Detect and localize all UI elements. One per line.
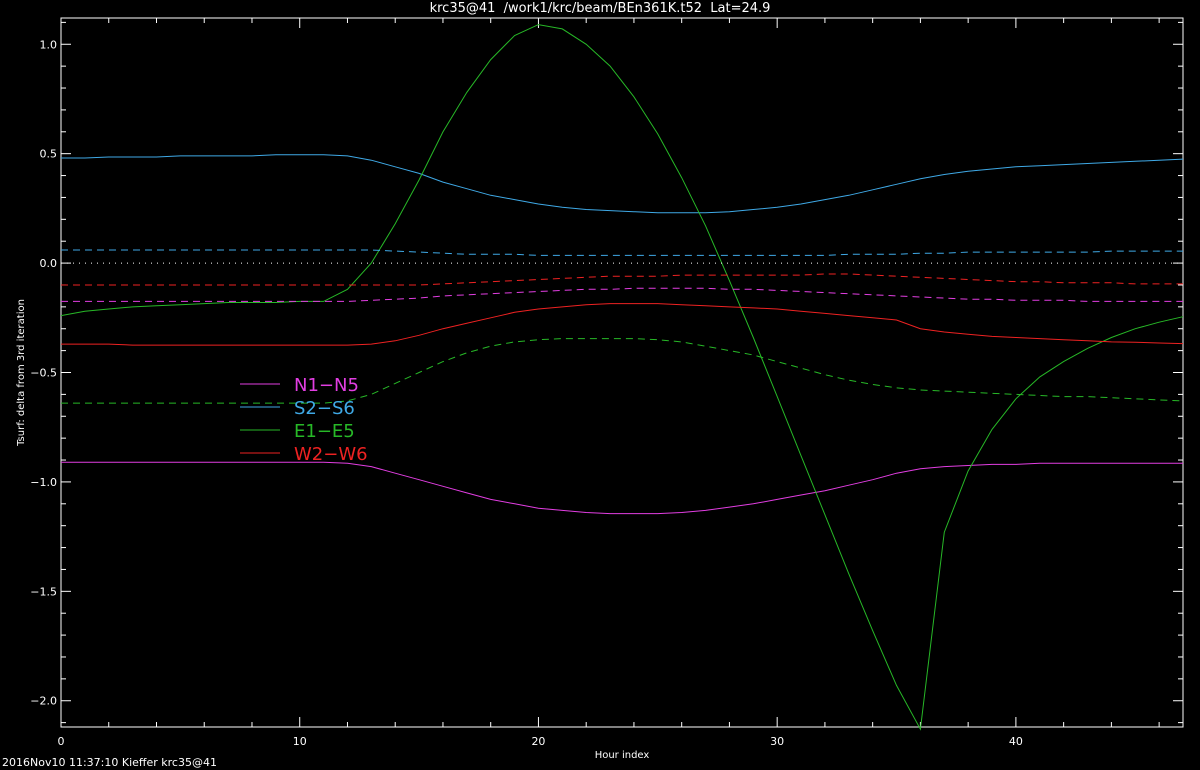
plot-frame <box>60 17 1184 728</box>
legend-label: E1−E5 <box>294 421 355 442</box>
legend-label: S2−S6 <box>294 398 355 419</box>
series-line-e1-e5 <box>60 24 1184 731</box>
series-line-w2-w6 <box>61 303 1184 346</box>
x-tick-label: 30 <box>770 735 784 748</box>
y-tick-label: −1.5 <box>30 585 57 598</box>
legend-label: N1−N5 <box>294 375 359 396</box>
y-tick-label: −0.5 <box>30 367 57 380</box>
series-line-s2-s6 <box>61 154 1184 214</box>
series-line-n1-n5-dashed <box>61 287 1183 302</box>
x-axis-label: Hour index <box>595 750 650 761</box>
legend-label: W2−W6 <box>294 444 368 465</box>
series-line-s2-s6-dashed <box>61 249 1183 256</box>
x-tick-label: 40 <box>1009 735 1023 748</box>
series-line-n1-n5 <box>61 461 1183 515</box>
y-tick-label: −1.0 <box>30 476 57 489</box>
y-tick-label: −2.0 <box>30 695 57 708</box>
y-tick-label: 0.5 <box>40 148 58 161</box>
series-line-w2-w6-dashed <box>61 273 1183 286</box>
y-tick-label: 0.0 <box>40 257 58 270</box>
x-tick-label: 10 <box>293 735 307 748</box>
y-axis-label: Tsurf: delta from 3rd iteration <box>16 299 27 447</box>
chart-title: krc35@41 /work1/krc/beam/BEn361K.t52 Lat… <box>429 1 771 16</box>
footer-timestamp: 2016Nov10 11:37:10 Kieffer krc35@41 <box>2 756 217 769</box>
x-tick-label: 0 <box>58 735 65 748</box>
x-tick-label: 20 <box>531 735 545 748</box>
y-tick-label: 1.0 <box>40 38 58 51</box>
series-line-e1-e5-dashed <box>61 338 1184 404</box>
